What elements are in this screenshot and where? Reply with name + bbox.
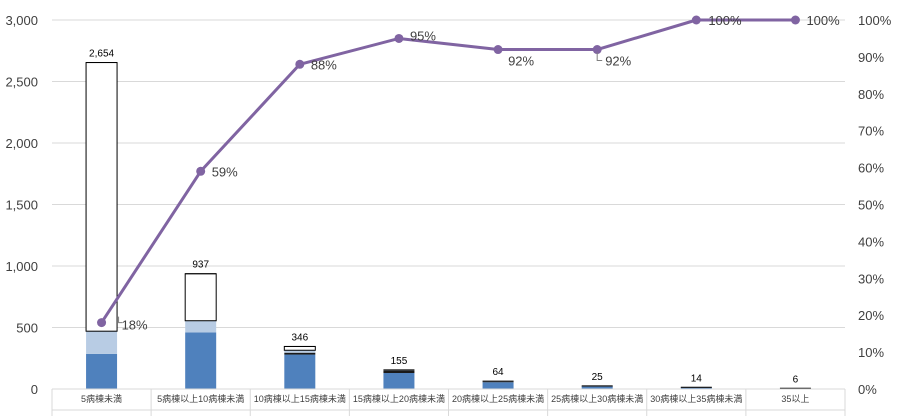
right-tick-label: 100%: [858, 13, 892, 28]
bar-segment: [482, 381, 514, 383]
bar-total-labels: 2,654 937 346 155 64 25 14 6: [89, 49, 799, 386]
left-tick-label: 1,500: [5, 198, 38, 213]
left-axis: 0 500 1,000 1,500 2,000 2,500 3,000: [5, 13, 38, 397]
right-tick-label: 20%: [858, 308, 884, 323]
bar-segment: [86, 331, 118, 354]
bar-segment: [284, 354, 316, 389]
bar-segment: [86, 353, 118, 389]
bar-total-label: 346: [291, 332, 308, 343]
line-data-label: 95%: [410, 28, 436, 43]
line-data-label: 92%: [508, 54, 534, 69]
line-data-label: 18%: [122, 318, 148, 333]
line-point: [493, 45, 503, 55]
category-label: 25病棟以上30病棟未満: [551, 393, 643, 404]
leader-line: [118, 316, 123, 324]
leader-line: [596, 52, 603, 62]
right-tick-label: 70%: [858, 124, 884, 139]
right-tick-label: 10%: [858, 345, 884, 360]
bar-total-label: 6: [793, 374, 799, 385]
line-point: [97, 318, 107, 328]
bar-segment: [185, 320, 217, 333]
right-tick-label: 60%: [858, 161, 884, 176]
bar-segment: [680, 387, 712, 389]
right-tick-label: 80%: [858, 87, 884, 102]
category-label: 35以上: [781, 394, 809, 404]
bar-total-label: 64: [493, 367, 505, 378]
left-tick-label: 0: [31, 382, 38, 397]
line-point: [790, 15, 800, 25]
line-point: [196, 166, 206, 176]
bar-segment: [482, 382, 514, 389]
category-axis: 5病棟未満 5病棟以上10病棟未満 10病棟以上15病棟未満 15病棟以上20病棟未満…: [51, 388, 846, 416]
category-label: 30病棟以上35病棟未満: [650, 393, 742, 404]
line-point: [691, 15, 701, 25]
category-label: 5病棟未満: [81, 393, 122, 404]
line-point: [592, 45, 602, 55]
left-tick-label: 500: [16, 321, 38, 336]
gridlines: [52, 19, 845, 390]
category-label: 20病棟以上25病棟未満: [452, 393, 544, 404]
bar-total-label: 25: [592, 372, 604, 383]
right-tick-label: 90%: [858, 50, 884, 65]
bar-segment: [283, 345, 316, 351]
bar-segment: [581, 386, 613, 389]
left-tick-label: 2,500: [5, 75, 38, 90]
line-data-label: 100%: [806, 13, 840, 28]
right-tick-label: 0%: [858, 382, 877, 397]
line-data-label: 59%: [212, 164, 238, 179]
right-tick-label: 30%: [858, 271, 884, 286]
bar-segment: [284, 352, 316, 355]
bar-segment: [185, 332, 217, 389]
left-tick-label: 3,000: [5, 13, 38, 28]
line-point: [394, 33, 404, 43]
left-tick-label: 1,000: [5, 259, 38, 274]
bar-segment: [383, 370, 415, 374]
category-label: 5病棟以上10病棟未満: [157, 393, 244, 404]
stacked-bars: [85, 62, 811, 390]
percentage-line: 18% 59% 88% 95% 92% 92% 100% 100%: [97, 13, 840, 333]
right-tick-label: 50%: [858, 198, 884, 213]
right-axis: 0% 10% 20% 30% 40% 50% 60% 70% 80% 90% 100%: [858, 13, 892, 397]
line-data-label: 88%: [311, 57, 337, 72]
line-data-label: 92%: [605, 54, 631, 69]
line-point: [295, 59, 305, 69]
line-data-label: 100%: [708, 13, 742, 28]
bar-segment: [85, 62, 118, 332]
left-tick-label: 2,000: [5, 136, 38, 151]
bar-total-label: 155: [391, 356, 408, 367]
bar-segment: [284, 350, 316, 353]
bar-total-label: 14: [691, 373, 703, 384]
bar-segment: [184, 273, 217, 322]
bar-segment: [383, 373, 415, 389]
category-label: 10病棟以上15病棟未満: [254, 393, 346, 404]
bar-total-label: 2,654: [89, 49, 114, 60]
right-tick-label: 40%: [858, 234, 884, 249]
line-path: [100, 18, 796, 324]
category-label: 15病棟以上20病棟未満: [353, 393, 445, 404]
bar-total-label: 937: [192, 260, 209, 271]
